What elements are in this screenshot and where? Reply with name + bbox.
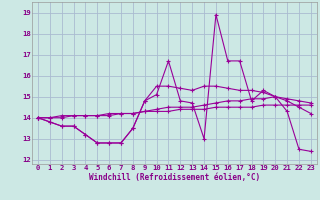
X-axis label: Windchill (Refroidissement éolien,°C): Windchill (Refroidissement éolien,°C) bbox=[89, 173, 260, 182]
